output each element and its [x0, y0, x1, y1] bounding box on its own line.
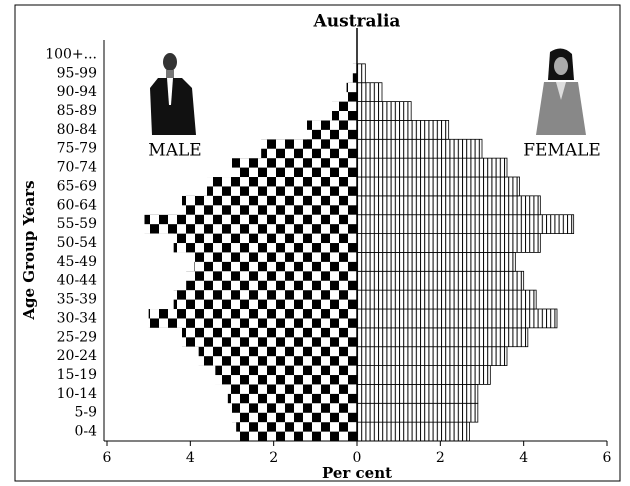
- y-tick-label: 100+...: [45, 46, 97, 62]
- x-tick-label: 4: [186, 450, 195, 466]
- bar: [357, 177, 520, 196]
- bar: [357, 120, 449, 139]
- x-tick-label: 2: [436, 450, 445, 466]
- bar: [357, 196, 540, 215]
- x-tick-label: 2: [269, 450, 278, 466]
- x-tick-label: 6: [603, 450, 612, 466]
- y-axis-label: Age Group Years: [20, 180, 38, 320]
- bar: [182, 196, 357, 215]
- bar: [357, 64, 365, 83]
- bar: [357, 271, 524, 290]
- y-tick-label: 90-94: [57, 84, 97, 100]
- chart: 0-4 5-9 10-14 15-19 20-24 25-29 30-34 35-39 40-4…: [0, 0, 630, 486]
- bar: [357, 422, 470, 441]
- bar: [357, 347, 507, 366]
- bar: [207, 177, 357, 196]
- male-icon: [150, 53, 196, 135]
- bar: [174, 290, 357, 309]
- female-icon: [536, 48, 586, 135]
- bar: [261, 139, 357, 158]
- bar: [357, 158, 507, 177]
- y-tick-label: 65-69: [57, 178, 97, 194]
- bar: [357, 139, 482, 158]
- x-axis-label: Per cent: [322, 464, 392, 482]
- bar: [145, 215, 358, 234]
- bar: [357, 384, 478, 403]
- y-tick-label: 70-74: [57, 160, 97, 176]
- y-tick-label: 10-14: [57, 386, 97, 402]
- chart-title: Australia: [313, 12, 401, 32]
- bar: [347, 83, 357, 102]
- y-tick-label: 75-79: [57, 141, 97, 157]
- legend-label: FEMALE: [523, 141, 601, 161]
- bar: [357, 234, 540, 253]
- bar: [332, 102, 357, 121]
- bar: [357, 252, 515, 271]
- bar: [357, 403, 478, 422]
- bar: [357, 309, 557, 328]
- bar: [174, 234, 357, 253]
- bar: [186, 271, 357, 290]
- y-tick-label: 60-64: [57, 197, 97, 213]
- bar: [307, 120, 357, 139]
- y-tick-label: 85-89: [57, 103, 97, 119]
- y-tick-label: 45-49: [57, 254, 97, 270]
- bar: [228, 384, 357, 403]
- plot-area: 0-4 5-9 10-14 15-19 20-24 25-29 30-34 35-39 40-4…: [45, 28, 611, 466]
- y-tick-label: 40-44: [57, 273, 97, 289]
- y-tick-label: 80-84: [57, 122, 97, 138]
- bar: [232, 158, 357, 177]
- x-tick-label: 6: [103, 450, 112, 466]
- legend-label: MALE: [148, 141, 201, 161]
- bar: [199, 347, 357, 366]
- y-tick-label: 35-39: [57, 292, 97, 308]
- bar: [182, 328, 357, 347]
- y-tick-label: 5-9: [74, 405, 97, 421]
- bar: [195, 252, 358, 271]
- bar: [357, 102, 411, 121]
- bar: [215, 366, 357, 385]
- y-tick-label: 15-19: [57, 367, 97, 383]
- bar: [357, 215, 574, 234]
- y-tick-label: 55-59: [57, 216, 97, 232]
- bar: [232, 403, 357, 422]
- bar: [236, 422, 357, 441]
- y-tick-label: 0-4: [74, 424, 97, 440]
- y-tick-label: 20-24: [57, 348, 97, 364]
- bar: [357, 328, 528, 347]
- bar: [357, 290, 536, 309]
- bar: [357, 83, 382, 102]
- y-tick-label: 30-34: [57, 310, 97, 326]
- y-tick-label: 25-29: [57, 329, 97, 345]
- bar: [149, 309, 357, 328]
- y-tick-label: 95-99: [57, 65, 97, 81]
- y-tick-label: 50-54: [57, 235, 97, 251]
- bar: [357, 366, 490, 385]
- x-tick-label: 4: [519, 450, 528, 466]
